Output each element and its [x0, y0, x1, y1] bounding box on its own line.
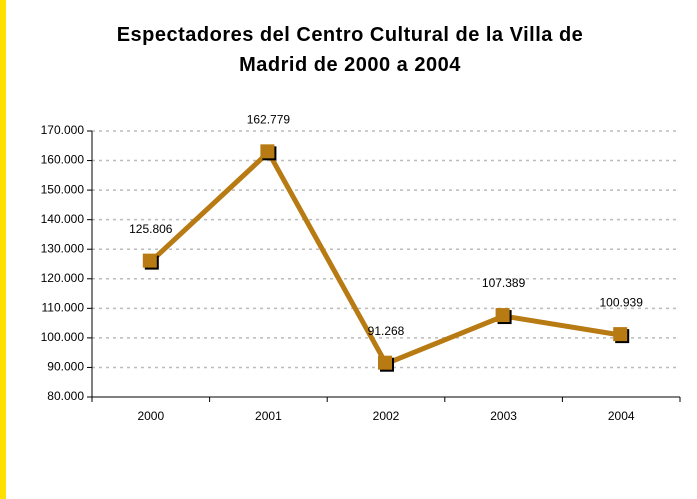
x-tick-label: 2003	[490, 409, 517, 423]
data-label: 162.779	[247, 113, 291, 127]
x-tick-label: 2004	[608, 409, 635, 423]
y-tick-label: 80.000	[47, 389, 84, 403]
marker	[260, 144, 275, 159]
data-label: 125.806	[129, 222, 173, 236]
y-tick-label: 100.000	[41, 330, 85, 344]
marker	[142, 253, 157, 268]
y-tick-label: 130.000	[41, 241, 85, 255]
y-tick-label: 160.000	[41, 153, 85, 167]
y-tick-label: 170.000	[41, 123, 85, 137]
y-tick-label: 90.000	[47, 360, 84, 374]
data-label: 91.268	[368, 324, 405, 338]
y-tick-label: 110.000	[42, 301, 85, 315]
x-tick-label: 2001	[255, 409, 282, 423]
x-tick-label: 2002	[373, 409, 400, 423]
y-tick-label: 140.000	[41, 212, 85, 226]
side-strip	[0, 0, 6, 499]
y-tick-label: 150.000	[41, 182, 85, 196]
chart-title: Espectadores del Centro Cultural de la V…	[116, 24, 584, 76]
y-tick-label: 120.000	[41, 271, 85, 285]
marker	[613, 327, 628, 342]
marker	[495, 308, 510, 323]
data-label: 107.389	[482, 276, 526, 290]
marker	[378, 355, 392, 370]
data-label: 100.939	[600, 295, 644, 309]
x-tick-label: 2000	[137, 409, 164, 423]
